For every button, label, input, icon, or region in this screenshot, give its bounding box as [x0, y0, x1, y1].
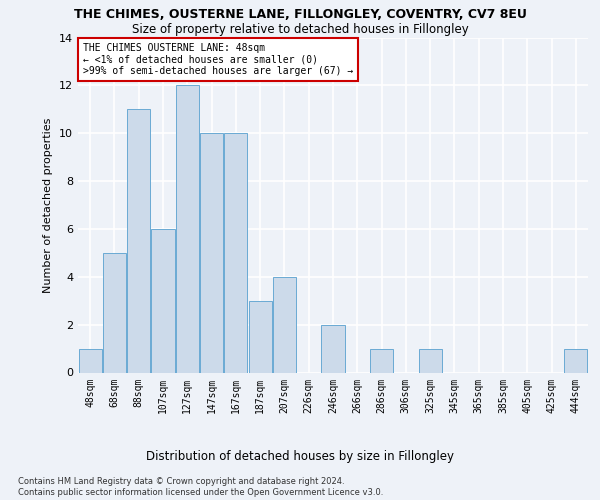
- Text: Contains HM Land Registry data © Crown copyright and database right 2024.
Contai: Contains HM Land Registry data © Crown c…: [18, 478, 383, 497]
- Text: THE CHIMES, OUSTERNE LANE, FILLONGLEY, COVENTRY, CV7 8EU: THE CHIMES, OUSTERNE LANE, FILLONGLEY, C…: [74, 8, 526, 20]
- Bar: [79, 348, 101, 372]
- Text: THE CHIMES OUSTERNE LANE: 48sqm
← <1% of detached houses are smaller (0)
>99% of: THE CHIMES OUSTERNE LANE: 48sqm ← <1% of…: [83, 42, 353, 76]
- Y-axis label: Number of detached properties: Number of detached properties: [43, 118, 53, 292]
- Bar: [200, 133, 223, 372]
- Bar: [103, 253, 126, 372]
- Bar: [127, 110, 150, 372]
- Bar: [224, 133, 247, 372]
- Bar: [565, 348, 587, 372]
- Bar: [151, 229, 175, 372]
- Bar: [322, 324, 344, 372]
- Bar: [370, 348, 393, 372]
- Bar: [176, 86, 199, 372]
- Text: Distribution of detached houses by size in Fillongley: Distribution of detached houses by size …: [146, 450, 454, 463]
- Bar: [419, 348, 442, 372]
- Text: Size of property relative to detached houses in Fillongley: Size of property relative to detached ho…: [131, 22, 469, 36]
- Bar: [273, 277, 296, 372]
- Bar: [248, 300, 272, 372]
